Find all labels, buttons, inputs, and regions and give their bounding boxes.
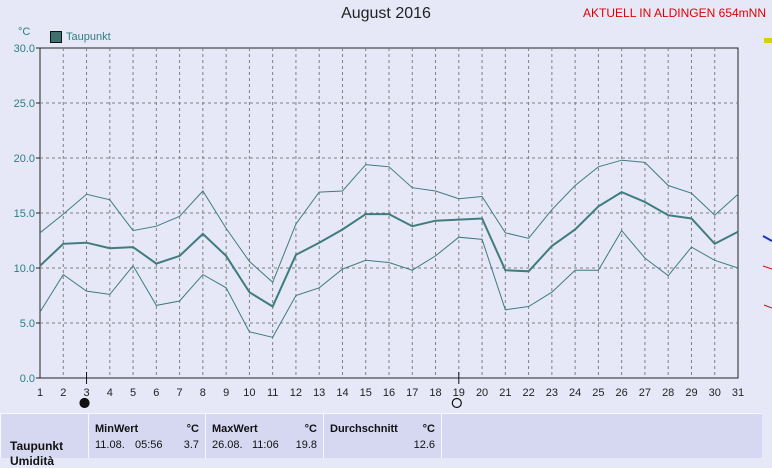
max-unit: °C: [304, 423, 317, 435]
marker-filled-circle: [79, 397, 90, 409]
stats-avg-cell: Durchschnitt °C 12.6: [323, 413, 441, 458]
x-tick-label: 12: [290, 387, 302, 399]
x-tick-label: 17: [406, 387, 418, 399]
y-tick-label: 15.0: [14, 208, 35, 220]
chart-area: 0.05.010.015.020.025.030.0 1 2 3 4 5 6 7 8 9 10 11…: [14, 38, 772, 409]
max-time: 11:06: [252, 439, 279, 451]
legend-swatch: [50, 31, 62, 43]
y-tick-labels: 0.0 5.0 10.0 15.0 20.0 25.0 30.0: [14, 43, 40, 385]
x-tick-labels: 1 2 3 4 5 6 7 8 9 10 11 12 13 14 15 16 17 18 19 20 21 22 23 24 2…: [37, 387, 744, 399]
x-tick-label: 29: [685, 387, 697, 399]
marker-open-circle: [451, 397, 462, 409]
x-tick-label: 15: [360, 387, 372, 399]
y-tick-label: 30.0: [14, 43, 35, 55]
x-tick-label: 30: [709, 387, 721, 399]
x-tick-label: 27: [639, 387, 651, 399]
x-tick-label: 16: [383, 387, 395, 399]
min-date: 11.08.: [95, 439, 125, 451]
min-value: 3.7: [183, 439, 199, 451]
max-header: MaxWert: [212, 423, 258, 435]
series-line-mean: [39, 190, 739, 308]
avg-unit: °C: [422, 423, 435, 435]
series-line-min: [39, 229, 739, 338]
x-tick-label: 9: [223, 387, 229, 399]
stats-empty-cell: [441, 413, 762, 458]
legend-label: Taupunkt: [66, 31, 111, 43]
x-tick-label: 11: [267, 387, 278, 399]
series-line-max: [39, 159, 739, 284]
x-tick-label: 28: [662, 387, 674, 399]
right-fragment-red: [762, 265, 772, 270]
max-value: 19.8: [295, 439, 317, 451]
x-tick-label: 18: [429, 387, 441, 399]
min-time: 05:56: [135, 439, 163, 451]
x-tick-label: 1: [37, 387, 43, 399]
x-tick-label: 19: [453, 387, 465, 399]
x-tick-label: 10: [243, 387, 255, 399]
avg-header: Durchschnitt: [330, 423, 398, 435]
legend: Taupunkt: [50, 31, 111, 43]
right-fragment-blue: [762, 235, 772, 242]
max-date: 26.08.: [212, 439, 243, 451]
y-tick-label: 10.0: [14, 263, 35, 275]
right-fragment-yellow: [764, 38, 772, 43]
grid-lines: [40, 48, 738, 378]
y-tick-label: 0.0: [20, 373, 35, 385]
stats-row-label: Taupunkt: [10, 439, 64, 453]
stats-row-label-2: Umidità: [10, 454, 55, 468]
day-markers: [79, 372, 462, 409]
y-tick-label: 5.0: [20, 318, 35, 330]
series-lines: [39, 190, 739, 308]
x-tick-label: 4: [107, 387, 113, 399]
y-tick-label: 25.0: [14, 98, 35, 110]
avg-value: 12.6: [413, 439, 435, 451]
x-tick-label: 8: [200, 387, 206, 399]
stats-panel: Taupunkt Umidità MinWert °C 11.08. 05:56…: [0, 413, 772, 468]
x-tick-label: 6: [153, 387, 159, 399]
band-lines: [39, 159, 739, 338]
x-tick-label: 20: [476, 387, 488, 399]
stats-max-cell: MaxWert °C 26.08. 11:06 19.8: [205, 413, 323, 458]
x-tick-label: 26: [616, 387, 628, 399]
x-tick-label: 7: [177, 387, 183, 399]
x-tick-label: 22: [522, 387, 534, 399]
stats-min-cell: MinWert °C 11.08. 05:56 3.7: [88, 413, 205, 458]
right-edge-fragments: [762, 38, 772, 309]
stats-label-cell: Taupunkt Umidità: [0, 413, 88, 468]
x-tick-label: 14: [336, 387, 348, 399]
x-tick-label: 25: [592, 387, 604, 399]
x-tick-label: 5: [130, 387, 136, 399]
min-header: MinWert: [95, 423, 139, 435]
y-axis-unit: °C: [18, 26, 31, 38]
y-tick-label: 20.0: [14, 153, 35, 165]
x-tick-label: 3: [83, 387, 89, 399]
x-tick-label: 2: [60, 387, 66, 399]
x-tick-label: 23: [546, 387, 558, 399]
x-tick-label: 13: [313, 387, 325, 399]
x-tick-label: 24: [569, 387, 581, 399]
x-tick-label: 31: [732, 387, 744, 399]
station-banner: AKTUELL IN ALDINGEN 654mNN: [583, 6, 766, 20]
right-fragment-red-2: [763, 304, 772, 309]
chart-title: August 2016: [341, 5, 431, 22]
x-tick-label: 21: [499, 387, 511, 399]
min-unit: °C: [186, 423, 199, 435]
